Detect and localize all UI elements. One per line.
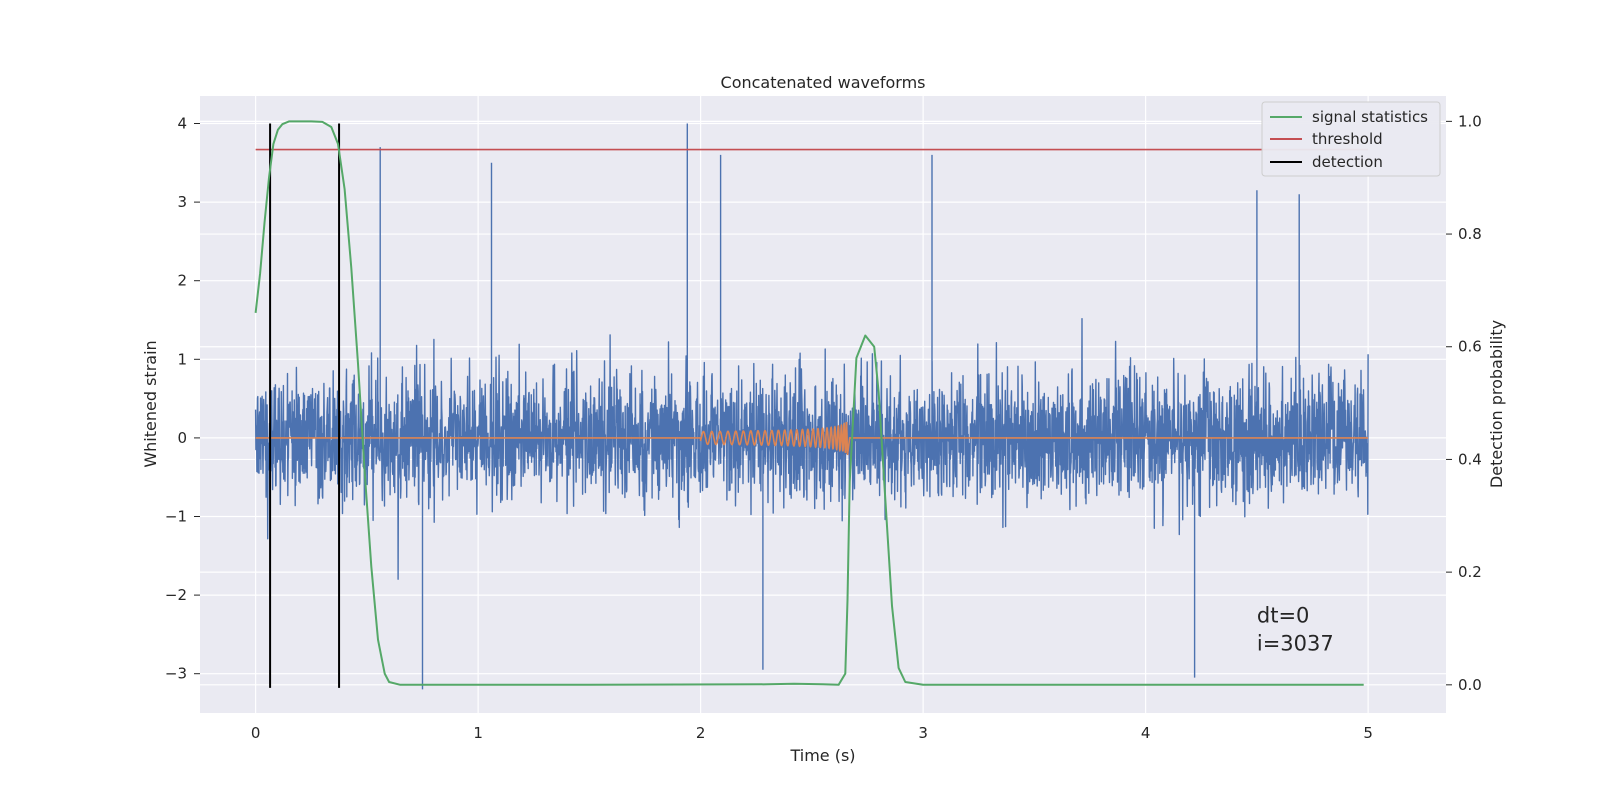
x-tick-label: 3: [918, 724, 928, 742]
y-left-tick-label: 4: [177, 115, 187, 133]
series-signal-statistics: [254, 120, 1364, 686]
chart-title: Concatenated waveforms: [721, 73, 926, 92]
x-tick-label: 5: [1363, 724, 1373, 742]
series-injected-signal: [255, 421, 1369, 456]
x-tick-label: 1: [473, 724, 483, 742]
legend-label-detection: detection: [1312, 153, 1383, 171]
data-layer: [254, 120, 1369, 690]
y-axis-label-left: Whitened strain: [141, 340, 160, 467]
legend: signal statistics threshold detection: [1261, 101, 1441, 177]
y-right-tick-label: 0.2: [1458, 563, 1482, 581]
y-right-tick-label: 0.4: [1458, 450, 1482, 468]
legend-box: [1261, 101, 1441, 177]
y-left-tick-label: −1: [165, 508, 187, 526]
y-right-tick-label: 0.0: [1458, 676, 1482, 694]
annotation-dt: dt=0: [1257, 604, 1310, 628]
y-left-tick-label: −3: [165, 665, 187, 683]
y-left-tick-label: 3: [177, 193, 187, 211]
x-tick-label: 2: [696, 724, 706, 742]
y-right-tick-label: 0.8: [1458, 225, 1482, 243]
y-left-tick-label: −2: [165, 586, 187, 604]
y-left-tick-label: 1: [177, 350, 187, 368]
y-left-tick-label: 0: [177, 429, 187, 447]
y-left-tick-label: 2: [177, 272, 187, 290]
ticks: 0 1 2 3 4 5 −3 −2 −1 0 1 2 3 4 0.0 0.2 0.4 0.6 0.8 1.0: [165, 112, 1482, 742]
x-tick-label: 4: [1141, 724, 1151, 742]
y-right-tick-label: 0.6: [1458, 338, 1482, 356]
x-tick-label: 0: [251, 724, 261, 742]
y-right-tick-label: 1.0: [1458, 112, 1482, 130]
series-whitened-data: [254, 123, 1369, 690]
legend-label-threshold: threshold: [1312, 130, 1383, 148]
x-axis-label: Time (s): [789, 746, 855, 765]
legend-label-signal-statistics: signal statistics: [1312, 108, 1428, 126]
y-axis-label-right: Detection probability: [1487, 320, 1506, 488]
annotation-i: i=3037: [1257, 632, 1334, 656]
